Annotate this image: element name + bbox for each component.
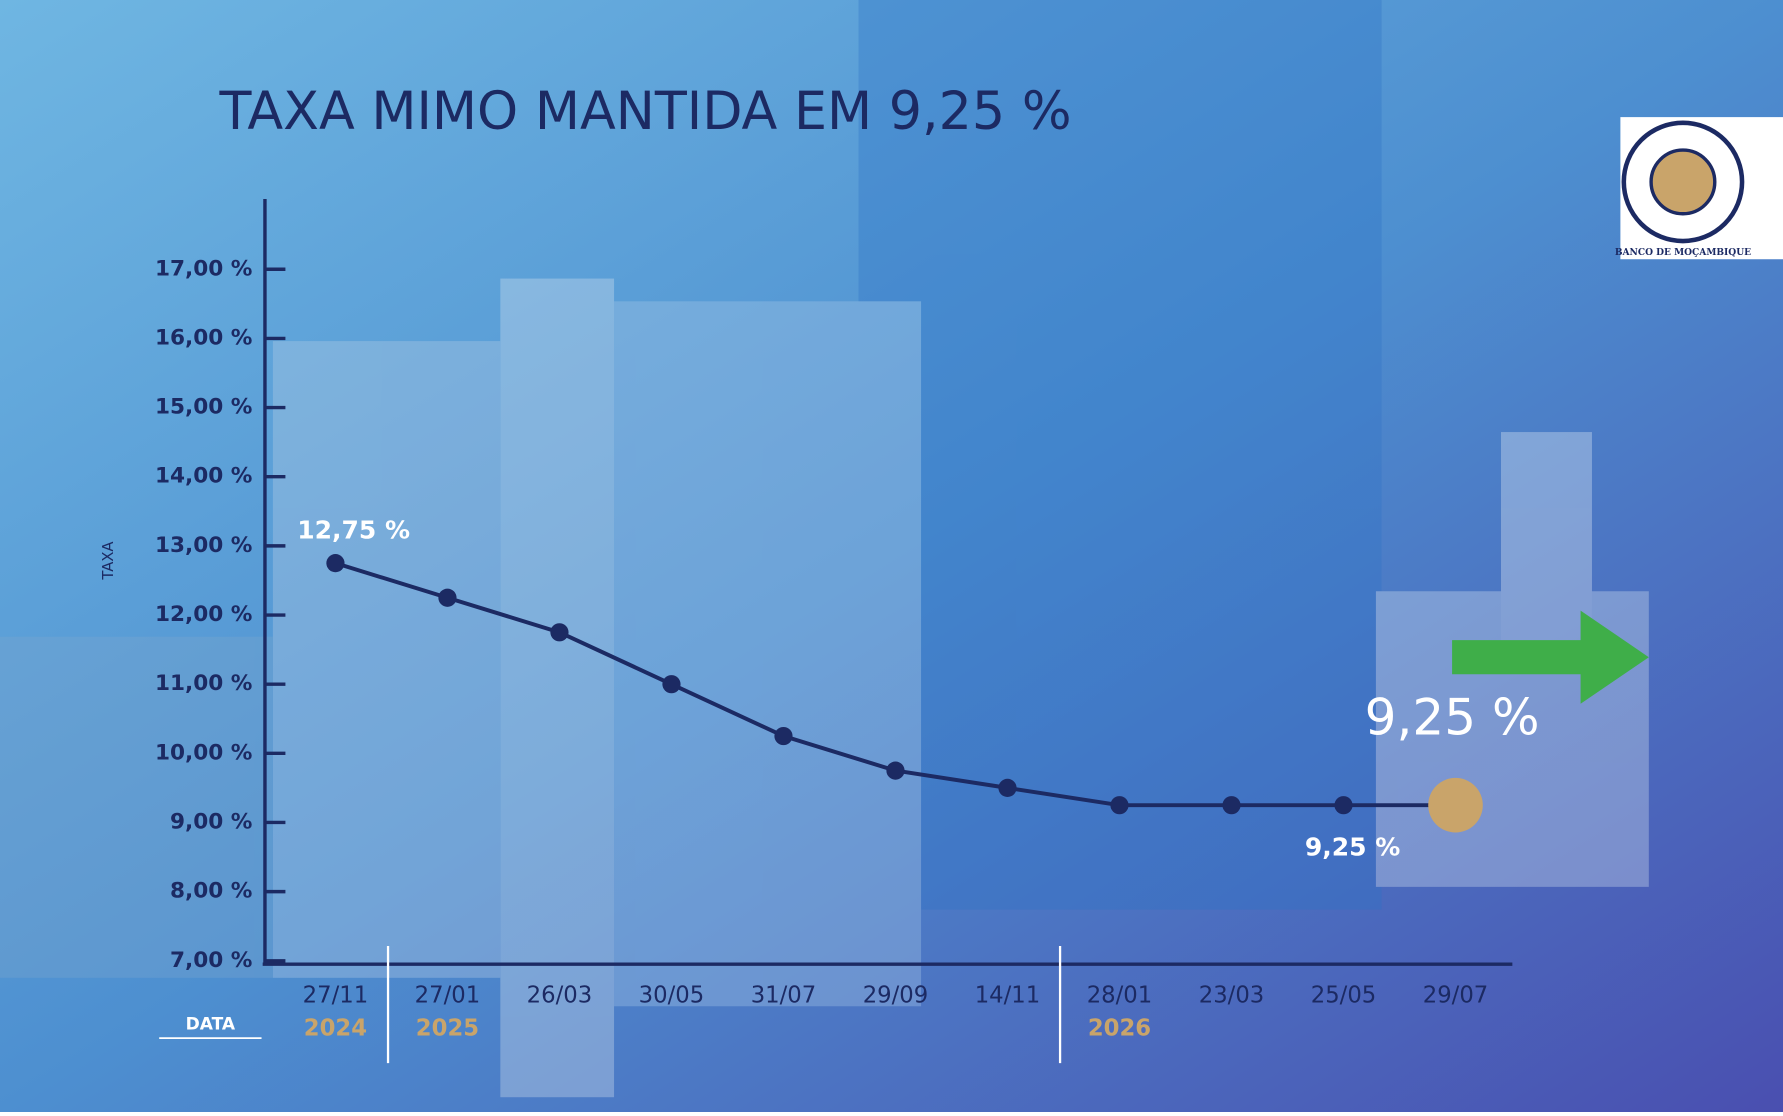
year-label: 2026	[1088, 1015, 1151, 1041]
y-axis-label: TAXA	[100, 541, 117, 580]
y-tick-label: 16,00 %	[155, 325, 252, 350]
highlight-point	[1428, 777, 1483, 833]
x-tick-label: 14/11	[975, 983, 1041, 1009]
chart-title: TAXA MIMO MANTIDA EM 9,25 %	[218, 81, 1071, 142]
y-tick-label: 17,00 %	[155, 256, 252, 281]
x-tick-label: 29/09	[863, 983, 929, 1009]
point	[998, 778, 1017, 797]
logo-text: BANCO DE MOÇAMBIQUE	[1615, 247, 1751, 258]
trend-arrow	[1452, 610, 1649, 704]
y-tick-label: 14,00 %	[155, 464, 252, 489]
x-tick-label: 28/01	[1087, 983, 1153, 1009]
point	[662, 675, 681, 694]
x-tick-label: 27/11	[303, 983, 369, 1009]
x-axis-label: DATA	[186, 1014, 236, 1034]
x-tick-label: 31/07	[751, 983, 817, 1009]
year-label: 2025	[416, 1015, 479, 1041]
logo-emblem	[1649, 148, 1717, 216]
y-tick-label: 15,00 %	[155, 395, 252, 420]
x-tick-label: 27/01	[415, 983, 481, 1009]
buildings	[0, 0, 1649, 1098]
point	[438, 588, 457, 607]
point	[886, 761, 905, 780]
y-tick-label: 9,00 %	[170, 809, 252, 834]
point	[1334, 796, 1353, 815]
value-label: 12,75 %	[297, 515, 410, 544]
y-tick-label: 12,00 %	[155, 602, 252, 627]
x-tick-label: 30/05	[639, 983, 705, 1009]
y-tick-label: 7,00 %	[170, 948, 252, 973]
y-tick-label: 13,00 %	[155, 533, 252, 558]
y-tick-label: 11,00 %	[155, 671, 252, 696]
year-label: 2024	[304, 1015, 367, 1041]
point	[1110, 796, 1129, 815]
x-tick-label: 23/03	[1199, 983, 1265, 1009]
y-tick-label: 8,00 %	[170, 879, 252, 904]
value-label: 9,25 %	[1305, 832, 1400, 861]
point	[326, 554, 345, 573]
x-tick-label: 29/07	[1423, 983, 1489, 1009]
point	[550, 623, 569, 642]
point	[774, 726, 793, 746]
y-tick-label: 10,00 %	[155, 740, 252, 765]
x-tick-label: 26/03	[527, 983, 593, 1009]
current-rate-label: 9,25 %	[1365, 689, 1540, 747]
point	[1222, 796, 1241, 815]
x-tick-label: 25/05	[1311, 983, 1377, 1009]
